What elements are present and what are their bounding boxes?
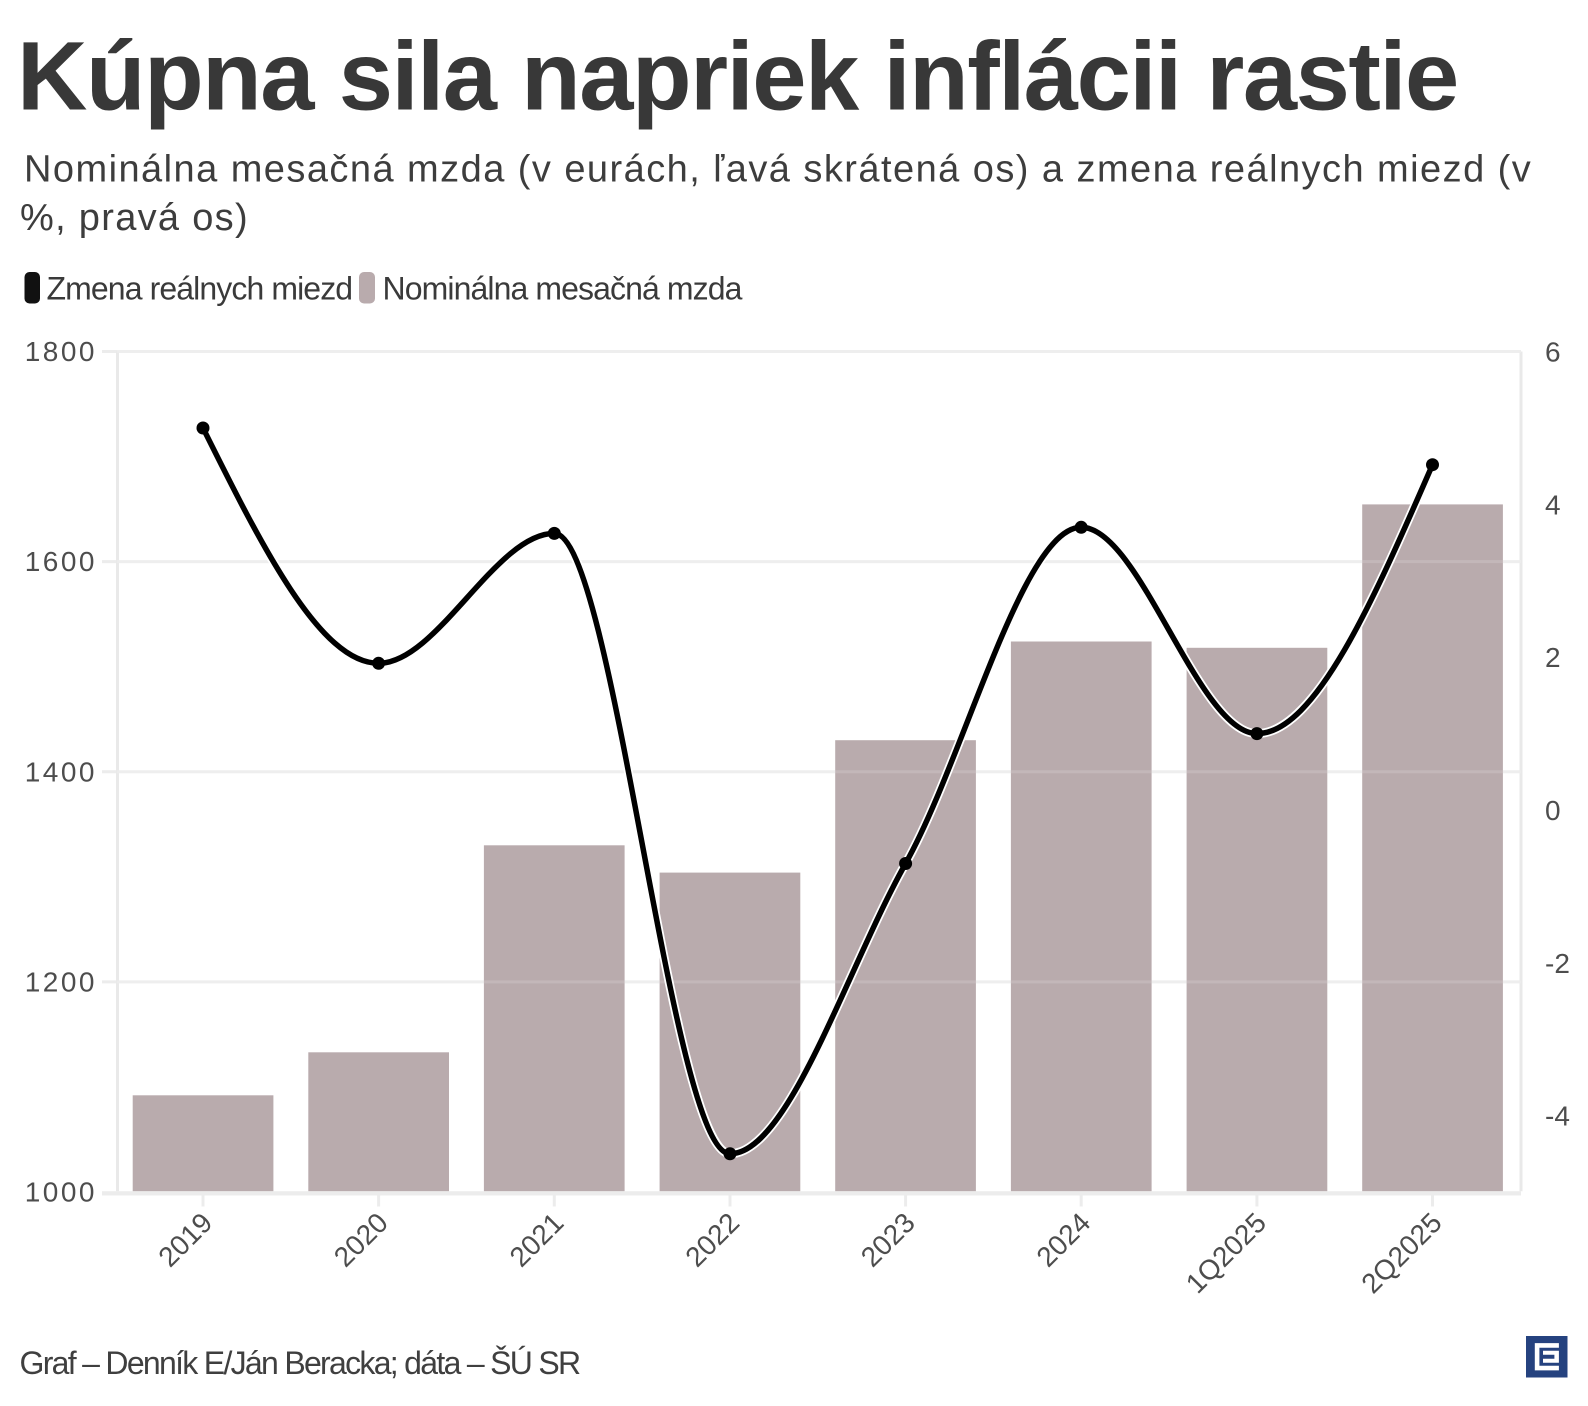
svg-text:1400: 1400 xyxy=(25,756,97,787)
svg-text:4: 4 xyxy=(1545,489,1561,520)
svg-text:-2: -2 xyxy=(1545,948,1570,979)
svg-text:Zmena reálnych miezd: Zmena reálnych miezd xyxy=(47,271,353,307)
svg-text:1800: 1800 xyxy=(25,336,97,367)
svg-text:Nominálna mesačná mzda: Nominálna mesačná mzda xyxy=(383,271,743,307)
svg-text:2: 2 xyxy=(1545,642,1561,673)
svg-text:Nominálna mesačná mzda (v eurá: Nominálna mesačná mzda (v eurách, ľavá s… xyxy=(24,149,1532,191)
svg-text:1600: 1600 xyxy=(25,546,97,577)
svg-text:Graf – Denník E/Ján Beracka; d: Graf – Denník E/Ján Beracka; dáta – ŠÚ S… xyxy=(20,1345,581,1381)
svg-text:%, pravá os): %, pravá os) xyxy=(20,197,249,239)
svg-text:1000: 1000 xyxy=(25,1177,97,1208)
svg-text:6: 6 xyxy=(1545,337,1561,368)
svg-text:0: 0 xyxy=(1545,795,1561,826)
svg-text:-4: -4 xyxy=(1545,1101,1570,1132)
svg-text:1200: 1200 xyxy=(25,966,97,997)
svg-text:Kúpna sila napriek inflácii ra: Kúpna sila napriek inflácii rastie xyxy=(17,22,1458,131)
